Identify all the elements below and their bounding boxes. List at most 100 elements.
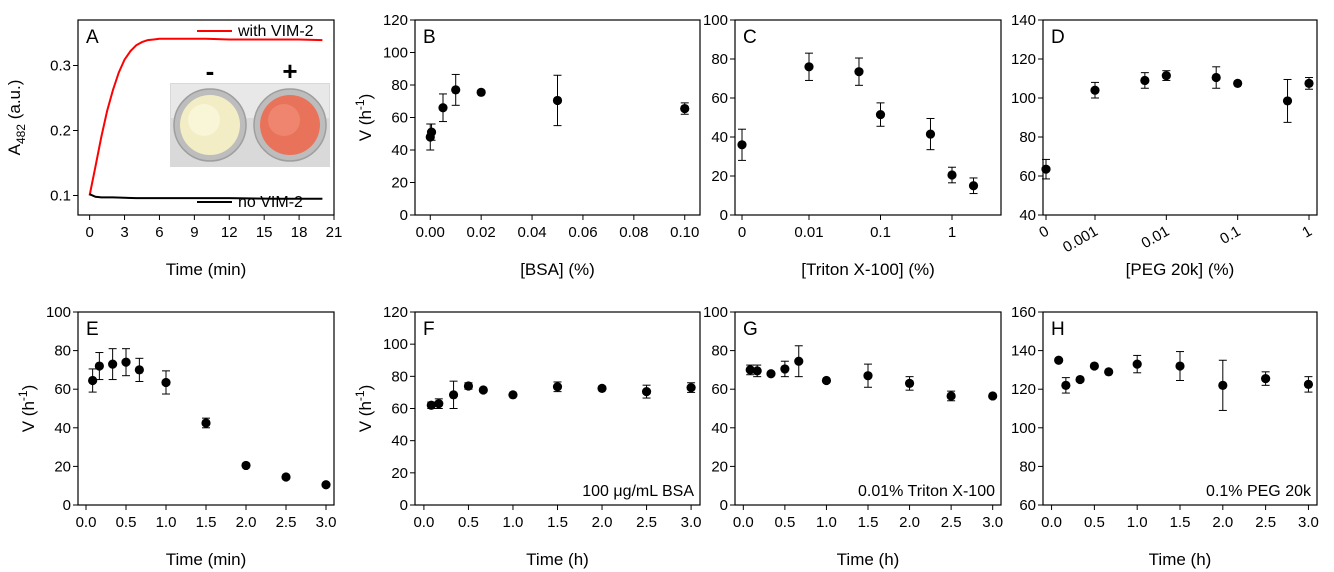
data-point <box>642 387 651 396</box>
y-tick-label: 40 <box>391 433 408 450</box>
y-tick-label: 100 <box>383 336 408 353</box>
data-point <box>241 461 250 470</box>
panel-letter: H <box>1051 319 1065 340</box>
x-axis-label: [Triton X-100] (%) <box>801 260 935 279</box>
y-tick-label: 20 <box>711 168 728 185</box>
data-point <box>281 472 290 481</box>
y-tick-label: 0 <box>400 207 408 224</box>
x-tick-label: 0.01 <box>1139 223 1173 252</box>
data-point <box>1075 375 1084 384</box>
y-tick-label: 120 <box>1011 381 1036 398</box>
data-point <box>1261 374 1270 383</box>
x-tick-label: 2.0 <box>592 514 613 531</box>
y-tick-label: 80 <box>54 343 71 360</box>
well-glare <box>188 104 220 136</box>
y-tick-label: 80 <box>391 77 408 94</box>
x-tick-label: 2.0 <box>899 514 920 531</box>
x-axis-label: Time (min) <box>166 550 247 569</box>
data-point <box>88 376 97 385</box>
panel-letter: F <box>423 319 435 340</box>
x-tick-label: 0.04 <box>517 224 546 241</box>
data-point <box>1090 361 1099 370</box>
x-tick-label: 21 <box>326 224 343 241</box>
x-axis-label: [PEG 20k] (%) <box>1126 260 1235 279</box>
x-tick-label: 0.0 <box>413 514 434 531</box>
y-tick-label: 80 <box>391 368 408 385</box>
x-tick-label: 2.5 <box>636 514 657 531</box>
x-tick-label: 0.06 <box>568 224 597 241</box>
x-tick-label: 0.1 <box>870 224 891 241</box>
panel-h: 60801001201401600.0 0.5 1.0 1.5 2.0 2.5 3.0Tim… <box>1011 304 1319 569</box>
data-point <box>753 366 762 375</box>
panel-f: 0 20 40 60 80 100 120 0.0 0.5 1.0 1.5 2.0 2.5 3.0 Time… <box>353 304 702 569</box>
minus-label: - <box>206 56 215 86</box>
legend-label: with VIM-2 <box>237 23 314 40</box>
y-axis-label: A482 (a.u.) <box>5 80 28 156</box>
x-tick-label: 6 <box>155 224 163 241</box>
y-tick-label: 100 <box>383 45 408 62</box>
legend-label: no VIM-2 <box>238 194 303 211</box>
data-point <box>434 399 443 408</box>
data-point <box>1233 79 1242 88</box>
x-tick-label: 1 <box>1299 223 1315 242</box>
y-tick-label: 120 <box>383 12 408 29</box>
x-tick-label: 0.00 <box>416 224 445 241</box>
x-tick-label: 0.001 <box>1060 223 1101 256</box>
x-tick-label: 3.0 <box>982 514 1003 531</box>
y-tick-label: 100 <box>703 304 728 321</box>
data-point <box>161 378 170 387</box>
data-point <box>477 88 486 97</box>
data-point <box>508 390 517 399</box>
x-tick-label: 3.0 <box>681 514 702 531</box>
y-tick-label: 160 <box>1011 304 1036 321</box>
x-tick-label: 0.1 <box>1217 223 1244 248</box>
plot-frame <box>735 20 1001 215</box>
data-point <box>1162 71 1171 80</box>
y-tick-label: 0.3 <box>50 58 71 75</box>
panel-letter: B <box>423 27 436 48</box>
x-tick-label: 3.0 <box>316 514 337 531</box>
y-tick-label: 0 <box>720 207 728 224</box>
data-point <box>121 358 130 367</box>
panel-letter: C <box>743 27 757 48</box>
y-tick-label: 60 <box>54 381 71 398</box>
plot-frame <box>1043 20 1317 215</box>
x-tick-label: 18 <box>291 224 308 241</box>
data-point <box>794 357 803 366</box>
x-tick-label: 1.0 <box>503 514 524 531</box>
x-tick-label: 1.5 <box>196 514 217 531</box>
y-tick-label: 80 <box>1019 129 1036 146</box>
y-tick-label: 20 <box>391 465 408 482</box>
x-tick-label: 15 <box>256 224 273 241</box>
y-tick-label: 140 <box>1011 12 1036 29</box>
y-axis-label: V (h-1) <box>16 385 38 433</box>
x-tick-label: 0.01 <box>794 224 823 241</box>
plot-frame <box>415 312 700 505</box>
x-tick-label: 0.10 <box>670 224 699 241</box>
panel-letter: D <box>1051 27 1065 48</box>
condition-annotation: 0.1% PEG 20k <box>1206 483 1312 500</box>
y-tick-label: 0.2 <box>50 123 71 140</box>
well-glare <box>268 104 300 136</box>
data-point <box>321 480 330 489</box>
condition-annotation: 100 μg/mL BSA <box>582 483 694 500</box>
x-axis-label: Time (min) <box>166 260 247 279</box>
x-tick-label: 1.0 <box>156 514 177 531</box>
y-tick-label: 0 <box>63 497 71 514</box>
plot-frame <box>1043 312 1317 505</box>
data-point <box>427 128 436 137</box>
data-point <box>449 390 458 399</box>
x-axis-label: Time (h) <box>1149 550 1212 569</box>
x-tick-label: 3 <box>120 224 128 241</box>
data-point <box>1140 76 1149 85</box>
data-point <box>737 140 746 149</box>
y-tick-label: 60 <box>391 401 408 418</box>
data-point <box>553 382 562 391</box>
plot-frame <box>78 312 334 505</box>
inset-photo: - + <box>170 56 330 167</box>
data-point <box>464 381 473 390</box>
y-tick-label: 60 <box>1019 168 1036 185</box>
x-axis-label: Time (h) <box>526 550 589 569</box>
data-point <box>135 365 144 374</box>
data-point <box>1133 360 1142 369</box>
